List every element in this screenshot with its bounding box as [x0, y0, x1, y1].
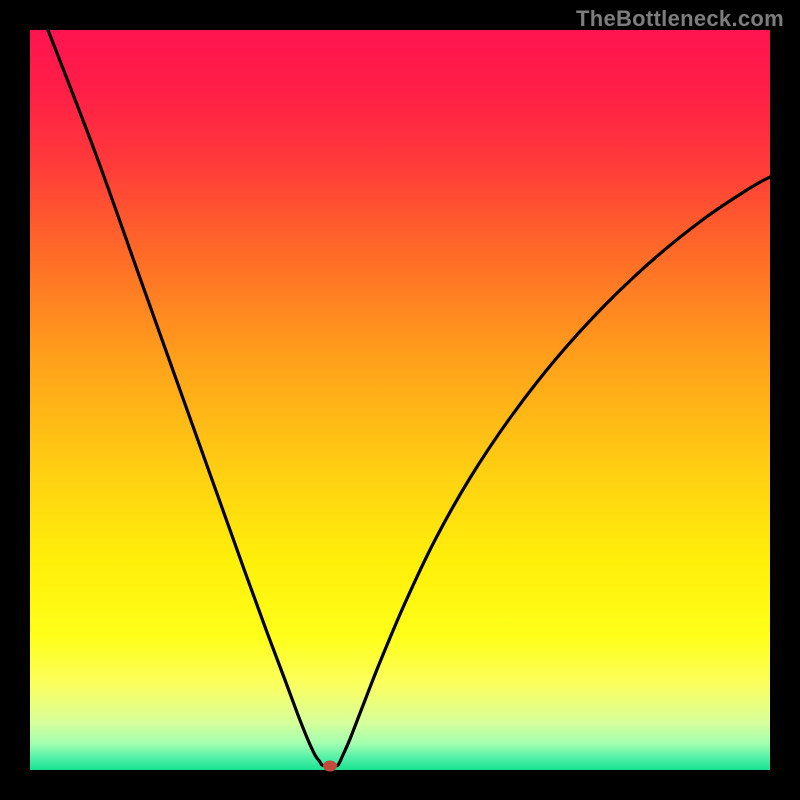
attribution-label: TheBottleneck.com [576, 6, 784, 32]
chart-frame: TheBottleneck.com [0, 0, 800, 800]
plot-svg [30, 30, 770, 770]
min-marker [323, 761, 337, 772]
plot-area [30, 30, 770, 770]
gradient-background [30, 30, 770, 770]
